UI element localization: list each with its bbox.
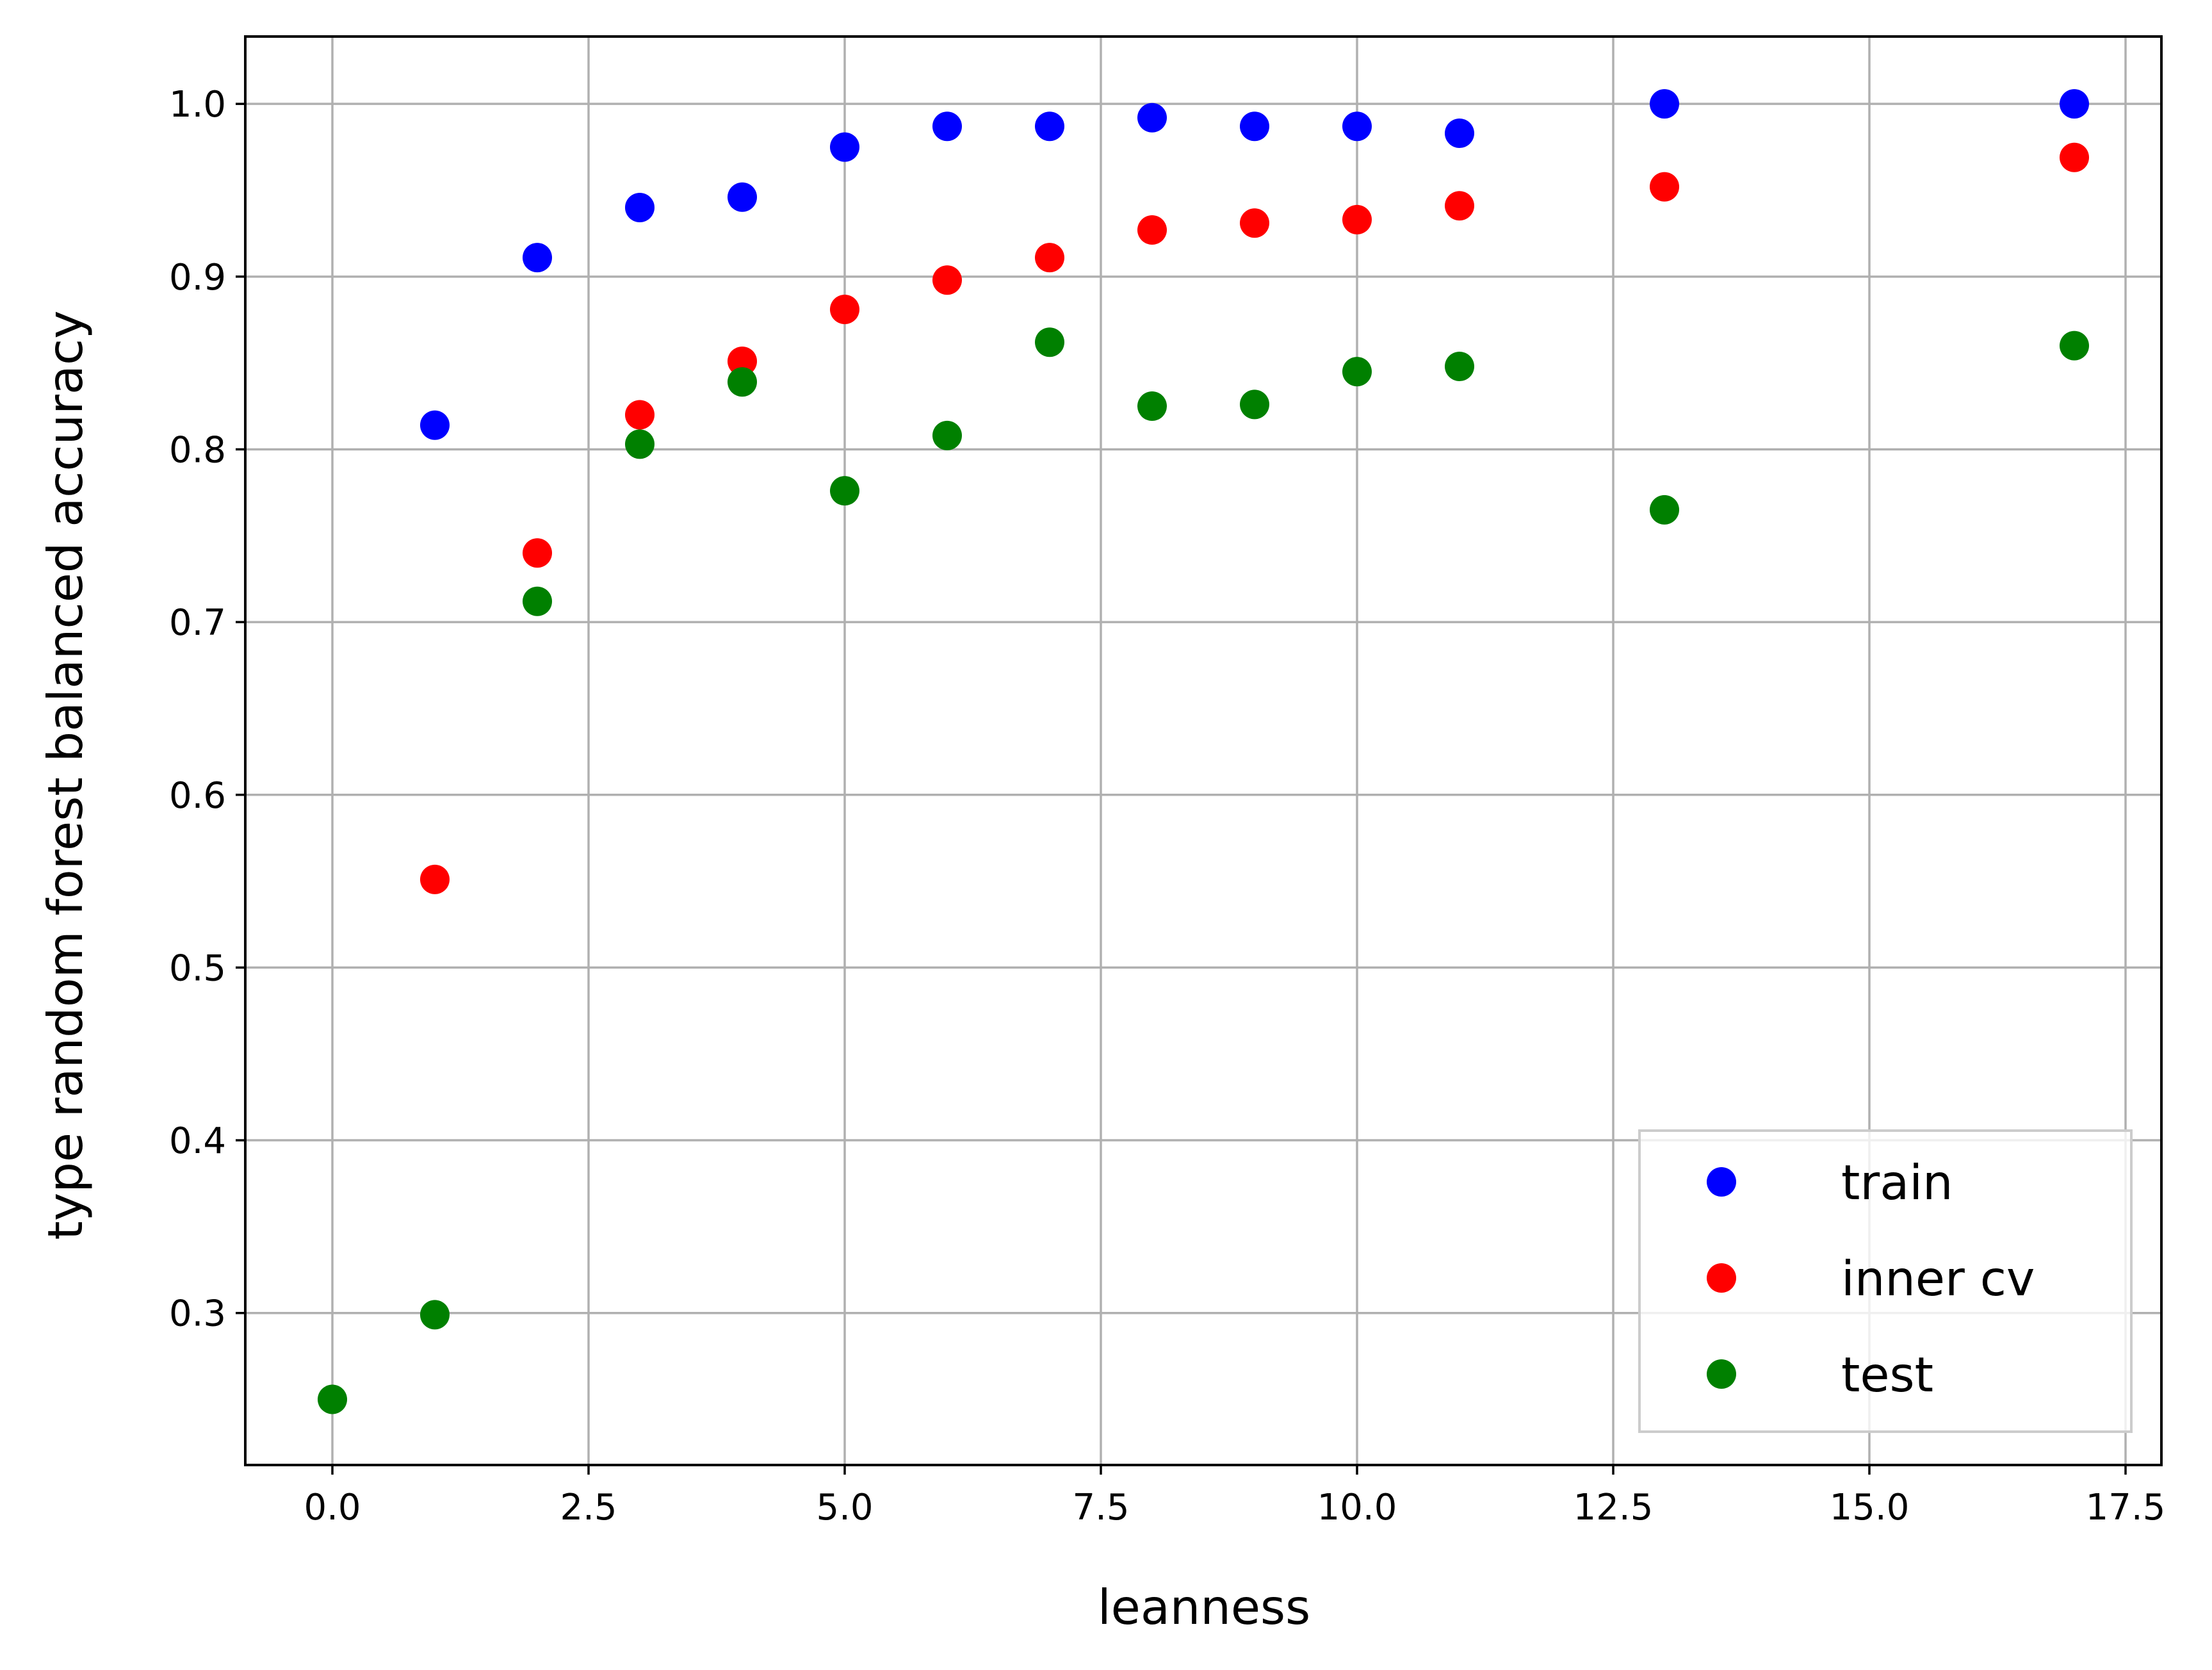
x-axis-title: leanness [1098, 1579, 1310, 1635]
data-point [932, 111, 962, 142]
data-point [1137, 102, 1167, 133]
data-point [1342, 357, 1372, 387]
data-points [318, 89, 2089, 1414]
x-axis-ticks: 0.0 2.5 5.0 7.5 10.0 12.5 15.0 17.5 [304, 1465, 2165, 1528]
data-point [830, 132, 859, 162]
y-axis-ticks: 0.3 0.4 0.5 0.6 0.7 0.8 0.9 1.0 [169, 84, 245, 1335]
legend-label-test: test [1841, 1347, 1933, 1403]
data-point [1137, 215, 1167, 245]
data-point [1035, 243, 1064, 273]
legend-marker-train [1707, 1167, 1736, 1197]
data-point [1035, 327, 1064, 357]
data-point [2060, 89, 2089, 119]
legend-label-train: train [1841, 1154, 1953, 1211]
data-point [1240, 208, 1269, 238]
data-point [728, 367, 757, 397]
data-point [625, 429, 655, 459]
legend: train inner cv test [1638, 1129, 2133, 1433]
data-point [1445, 191, 1474, 221]
x-tick-label: 17.5 [2086, 1487, 2166, 1528]
data-point [1650, 495, 1679, 525]
y-tick-label: 0.9 [169, 257, 226, 299]
series-inner-cv [420, 142, 2089, 894]
data-point [523, 538, 552, 568]
data-point [830, 476, 859, 506]
data-point [1650, 89, 1679, 119]
y-tick-label: 1.0 [169, 84, 226, 126]
y-tick-label: 0.4 [169, 1120, 226, 1162]
data-point [1035, 111, 1064, 142]
data-point [625, 192, 655, 222]
data-point [523, 243, 552, 273]
x-tick-label: 5.0 [816, 1487, 873, 1528]
data-point [625, 400, 655, 430]
y-tick-label: 0.3 [169, 1293, 226, 1335]
data-point [1240, 389, 1269, 420]
data-point [932, 420, 962, 450]
series-test [318, 327, 2089, 1414]
y-axis-title: type random forest balanced accuracy [37, 310, 94, 1240]
y-tick-label: 0.8 [169, 429, 226, 471]
x-tick-label: 15.0 [1830, 1487, 1910, 1528]
data-point [728, 182, 757, 212]
x-tick-label: 2.5 [560, 1487, 617, 1528]
data-point [1137, 391, 1167, 422]
data-point [1445, 352, 1474, 382]
data-point [318, 1384, 347, 1414]
data-point [523, 586, 552, 616]
data-point [2060, 142, 2089, 172]
data-point [2060, 331, 2089, 361]
plot-frame [244, 35, 2163, 1466]
data-point [728, 346, 757, 376]
y-tick-label: 0.6 [169, 775, 226, 817]
legend-label-inner-cv: inner cv [1841, 1250, 2035, 1307]
data-point [420, 1300, 450, 1330]
x-tick-label: 7.5 [1072, 1487, 1129, 1528]
legend-marker-inner-cv [1707, 1263, 1736, 1293]
x-tick-label: 12.5 [1574, 1487, 1654, 1528]
series-train [420, 89, 2089, 440]
data-point [1342, 111, 1372, 142]
data-point [1650, 172, 1679, 202]
data-point [1445, 119, 1474, 149]
data-point [932, 265, 962, 295]
x-tick-label: 10.0 [1317, 1487, 1397, 1528]
y-tick-label: 0.5 [169, 947, 226, 989]
data-point [1342, 204, 1372, 234]
data-point [420, 410, 450, 440]
data-point [1240, 111, 1269, 142]
y-tick-label: 0.7 [169, 602, 226, 644]
data-point [830, 295, 859, 325]
data-point [420, 864, 450, 894]
grid-lines [245, 37, 2161, 1465]
legend-marker-test [1707, 1359, 1736, 1389]
x-tick-label: 0.0 [304, 1487, 361, 1528]
